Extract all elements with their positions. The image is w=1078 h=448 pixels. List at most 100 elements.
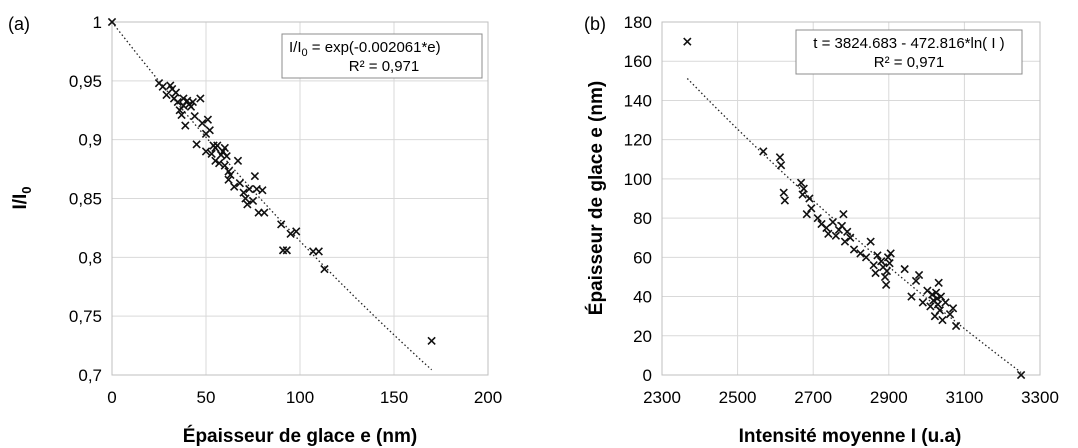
x-tick-labels-b: 2300 2500 2700 2900 3100 3300 [643,388,1059,407]
data-point [222,151,231,161]
panel-label-b: (b) [584,14,606,34]
data-point [759,147,768,156]
y-tick-label: 0,7 [78,366,102,385]
data-point [813,213,822,223]
data-point [911,276,921,286]
y-tick-label: 60 [633,248,652,267]
data-points-b [683,37,1026,380]
data-point [918,298,927,307]
chart-panel-b: (b) 0 20 40 60 80 100 120 140 160 180 2300 2500 270… [584,13,1059,447]
data-point [190,111,199,121]
y-tick-label: 0,85 [69,190,102,209]
data-point [846,233,855,242]
y-tick-label: 80 [633,209,652,228]
data-point [192,140,201,149]
data-point [220,161,229,170]
x-tick-label: 2300 [643,388,681,407]
data-point [158,82,167,91]
data-point [886,249,895,258]
data-point [877,257,886,266]
data-point [107,17,117,27]
data-point [869,261,878,270]
data-point [205,126,214,135]
r-squared-b: R² = 0,971 [874,54,944,71]
y-tick-label: 0,95 [69,72,102,91]
equation-a: I/I0 = exp(-0.002061*e) [289,39,441,59]
data-point [843,227,852,237]
data-point [683,37,692,46]
data-point [802,210,811,219]
y-tick-labels-a: 0,7 0,75 0,8 0,85 0,9 0,95 1 [69,13,102,385]
equation-box-b-frame [795,29,1023,75]
data-point [250,171,260,181]
y-tick-label: 120 [624,131,652,150]
x-tick-label: 50 [197,388,216,407]
data-point [856,249,865,258]
data-point [779,188,788,197]
data-point [181,121,190,130]
data-point [171,88,181,97]
y-axis-title-b: Épaisseur de glace e (nm) [585,81,607,315]
equation-a-part2: 0 [302,47,308,59]
equation-box-a: I/I0 = exp(-0.002061*e) R² = 0,971 [281,33,483,79]
data-point [936,292,946,301]
data-point [805,194,814,203]
data-point [214,159,224,168]
x-tick-label: 150 [380,388,408,407]
r-squared-a: R² = 0,971 [349,58,419,75]
data-point [278,246,288,255]
data-point [945,310,955,319]
data-point [914,270,924,280]
x-tick-label: 2900 [870,388,908,407]
y-tick-labels-b: 0 20 40 60 80 100 120 140 160 180 [624,13,652,385]
data-point [226,170,235,180]
x-axis-title-b: Intensité moyenne I (u.a) [739,426,962,447]
x-tick-label: 100 [286,388,314,407]
data-point [824,229,833,238]
y-tick-label: 0 [643,366,652,385]
y-tick-label: 0,75 [69,307,102,326]
equation-a-part3: = exp(-0.002061*e) [308,39,441,56]
data-point [239,188,248,197]
data-point [799,184,808,193]
data-point [871,268,880,278]
data-point [230,182,239,191]
data-point [286,229,295,238]
data-point [177,110,186,120]
x-tick-label: 3100 [945,388,983,407]
data-point [926,302,935,311]
data-point [224,175,233,184]
data-point [807,204,816,213]
data-point [427,336,436,346]
data-point [941,298,950,307]
y-tick-label: 160 [624,52,652,71]
x-tick-label: 3300 [1021,388,1059,407]
data-point [934,278,943,287]
x-tick-label: 2700 [794,388,832,407]
data-point [935,306,944,315]
data-point [201,147,211,156]
x-tick-label: 0 [107,388,116,407]
data-point [881,280,891,289]
data-point [243,200,252,209]
panel-label-a: (a) [8,14,30,34]
y-tick-label: 0,8 [78,248,102,267]
data-point [245,184,254,194]
data-points-a [107,17,436,346]
y-axis-title-a-main: I/I [10,194,31,210]
data-point [186,102,196,111]
y-tick-label: 140 [624,91,652,110]
data-point [796,178,806,187]
y-tick-label: 1 [93,13,102,32]
equation-b: t = 3824.683 - 472.816*ln( I ) [813,35,1004,52]
chart-panel-a: (a) 0,70,750,80,850,90,951 0 50 100 150 200 … [8,13,502,447]
x-tick-label: 2500 [719,388,757,407]
data-point [235,179,245,188]
data-point [933,300,943,309]
data-point [873,251,882,260]
plot-area-a [111,21,489,376]
data-point [938,315,947,325]
data-point [883,253,893,262]
data-point [907,292,916,301]
x-axis-title-a: Épaisseur de glace e (nm) [183,425,417,447]
